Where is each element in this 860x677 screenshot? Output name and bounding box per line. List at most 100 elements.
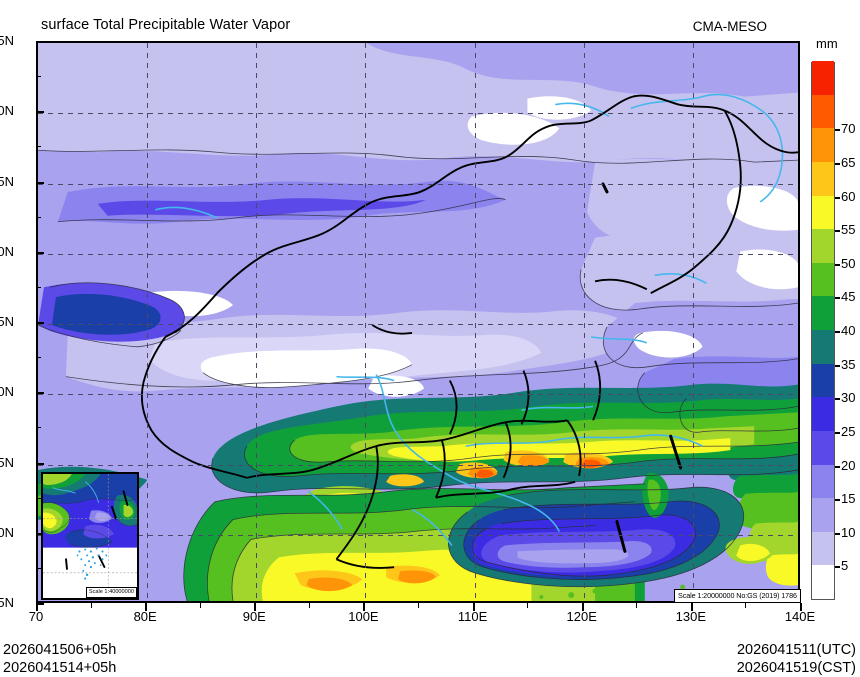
y-minor-tick: [36, 427, 41, 429]
x-axis-label-80E: 80E: [133, 609, 157, 624]
colorbar-tick-40: [835, 331, 840, 333]
y-axis-label-45N: 45N: [0, 173, 14, 189]
colorbar-tick-50: [835, 263, 840, 266]
footer-valid-utc: 2026041511(UTC): [736, 642, 856, 658]
y-tick-20: [36, 532, 44, 535]
colorbar-swatch-2: [812, 497, 834, 532]
y-minor-tick: [36, 567, 41, 569]
y-minor-tick: [36, 357, 41, 359]
x-axis-label-130E: 130E: [675, 609, 707, 624]
colorbar-swatch-7: [812, 329, 834, 364]
y-tick-50: [36, 111, 44, 114]
footer-init-time-2: 2026041514+05h: [3, 660, 117, 676]
colorbar-tick-45: [835, 297, 840, 300]
colorbar-swatch-10: [812, 228, 834, 263]
x-minor-tick: [418, 603, 419, 608]
x-tick-130: [690, 603, 693, 611]
colorbar-swatch-13: [812, 127, 834, 162]
y-axis-label-25N: 25N: [0, 454, 14, 470]
colorbar-swatch-11: [812, 194, 834, 230]
x-axis-label-120E: 120E: [566, 609, 597, 624]
map-plot-area[interactable]: [36, 41, 800, 603]
y-minor-tick: [36, 76, 41, 78]
x-tick-120: [581, 603, 584, 611]
colorbar-swatch-12: [812, 160, 834, 196]
colorbar-swatch-15: [812, 61, 834, 95]
x-tick-110: [472, 603, 475, 611]
colorbar-label-45: 45: [841, 289, 856, 305]
y-axis-label-35N: 35N: [0, 314, 14, 329]
colorbar-swatch-3: [812, 463, 834, 499]
y-tick-25: [36, 462, 44, 465]
y-tick-35: [36, 322, 44, 324]
y-minor-tick: [36, 216, 41, 218]
x-minor-tick: [308, 603, 310, 608]
south-china-sea-inset[interactable]: Scale 1:40000000: [41, 472, 139, 600]
footer-init-time: 2026041506+05h: [3, 642, 117, 658]
x-tick-90: [254, 603, 257, 611]
colorbar-tick-15: [835, 499, 840, 502]
colorbar-tick-35: [835, 364, 840, 367]
colorbar-label-10: 10: [841, 524, 856, 540]
page-title: surface Total Precipitable Water Vapor: [41, 17, 291, 33]
inset-field: [43, 474, 137, 598]
colorbar-label-30: 30: [841, 390, 856, 406]
colorbar-label-20: 20: [841, 457, 856, 473]
x-minor-tick: [90, 603, 92, 608]
x-minor-tick: [527, 603, 529, 608]
colorbar-label-40: 40: [841, 323, 856, 338]
colorbar-tick-55: [835, 230, 840, 233]
y-axis-label-55N: 55N: [0, 33, 14, 48]
colorbar-label-60: 60: [841, 188, 856, 204]
colorbar-tick-65: [835, 162, 840, 165]
colorbar-label-35: 35: [841, 356, 856, 372]
x-axis-label-100E: 100E: [348, 609, 379, 624]
colorbar-label-25: 25: [841, 423, 856, 439]
y-axis-label-50N: 50N: [0, 103, 14, 119]
y-axis-label-20N: 20N: [0, 524, 14, 540]
colorbar-tick-10: [835, 532, 840, 535]
x-minor-tick: [745, 603, 747, 608]
x-tick-100: [363, 603, 366, 611]
x-tick-70: [36, 603, 38, 611]
colorbar-swatch-14: [812, 93, 834, 129]
y-tick-15: [36, 603, 44, 605]
model-label: CMA-MESO: [692, 19, 767, 34]
y-tick-30: [36, 392, 44, 395]
x-axis-label-140E: 140E: [784, 609, 816, 624]
y-minor-tick: [36, 497, 41, 499]
y-minor-tick: [36, 146, 41, 148]
colorbar-tick-60: [835, 196, 840, 199]
y-axis-label-30N: 30N: [0, 384, 14, 400]
colorbar-tick-70: [835, 129, 840, 132]
y-axis-label-15N: 15N: [0, 595, 14, 610]
x-tick-140: [800, 603, 802, 611]
y-minor-tick: [36, 286, 41, 288]
colorbar-tick-5: [835, 566, 840, 569]
y-tick-45: [36, 181, 44, 184]
y-tick-55: [36, 41, 44, 43]
colorbar-unit-label: mm: [816, 36, 838, 51]
colorbar[interactable]: [811, 61, 835, 600]
y-axis-label-40N: 40N: [0, 243, 14, 259]
colorbar-swatch-5: [812, 396, 834, 431]
colorbar-label-5: 5: [841, 558, 849, 574]
colorbar-swatch-1: [812, 530, 834, 566]
x-axis-label-70: 70: [28, 609, 44, 624]
colorbar-swatch-4: [812, 429, 834, 465]
colorbar-label-65: 65: [841, 154, 856, 170]
x-axis-label-90E: 90E: [242, 609, 266, 624]
colorbar-swatch-6: [812, 362, 834, 398]
y-tick-40: [36, 251, 44, 254]
colorbar-swatch-0: [812, 564, 834, 599]
colorbar-tick-30: [835, 398, 840, 401]
inset-scale-label: Scale 1:40000000: [85, 587, 137, 598]
colorbar-tick-25: [835, 431, 840, 434]
footer-valid-cst: 2026041519(CST): [736, 660, 856, 676]
x-axis-label-110E: 110E: [457, 609, 488, 624]
colorbar-label-50: 50: [841, 255, 856, 271]
x-tick-80: [145, 603, 148, 611]
colorbar-swatch-8: [812, 295, 834, 330]
colorbar-label-70: 70: [841, 121, 856, 137]
